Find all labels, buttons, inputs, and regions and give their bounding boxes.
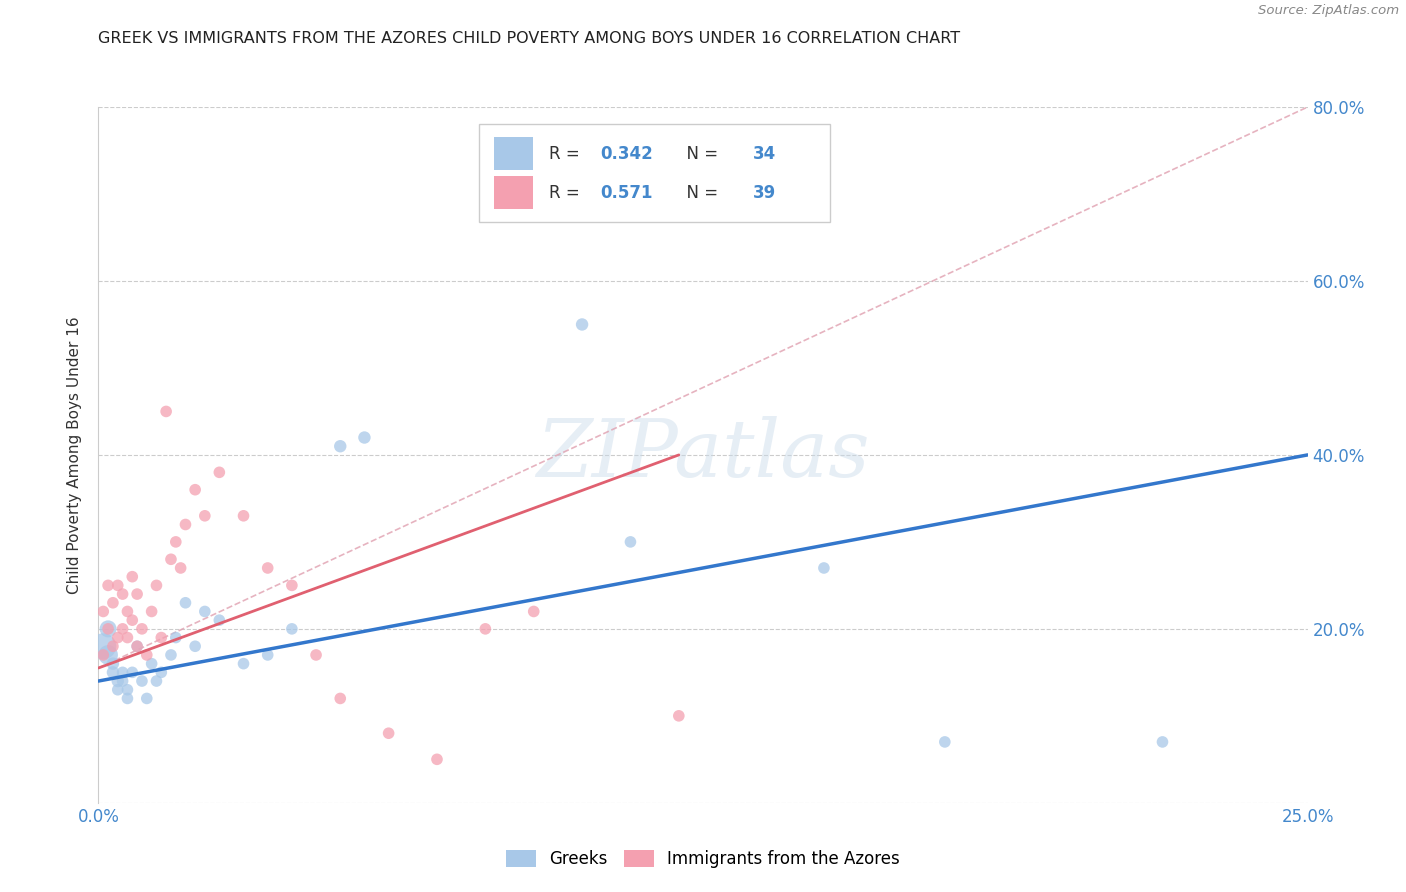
Point — [281, 578, 304, 592]
Legend: Greeks, Immigrants from the Azores: Greeks, Immigrants from the Azores — [499, 843, 907, 875]
Point — [377, 726, 399, 740]
Point — [91, 605, 114, 619]
Point — [101, 665, 124, 680]
Point — [121, 570, 143, 584]
Point — [232, 508, 254, 523]
Point — [97, 578, 120, 592]
Point — [571, 318, 593, 332]
Text: N =: N = — [676, 145, 724, 162]
Point — [329, 691, 352, 706]
Text: ZIPatlas: ZIPatlas — [536, 417, 870, 493]
Point — [174, 517, 197, 532]
Point — [160, 648, 183, 662]
Point — [305, 648, 328, 662]
Point — [91, 648, 114, 662]
Point — [208, 466, 231, 480]
Point — [165, 534, 187, 549]
Point — [101, 596, 124, 610]
Point — [145, 578, 167, 592]
Point — [111, 665, 134, 680]
Point — [1152, 735, 1174, 749]
Point — [117, 631, 139, 645]
Text: Source: ZipAtlas.com: Source: ZipAtlas.com — [1258, 4, 1399, 18]
Point — [523, 605, 546, 619]
Point — [145, 674, 167, 689]
Point — [150, 665, 173, 680]
Text: 39: 39 — [752, 184, 776, 202]
Point — [155, 404, 177, 418]
Bar — [494, 176, 533, 210]
Point — [281, 622, 304, 636]
Point — [127, 639, 149, 653]
Point — [353, 431, 375, 445]
Point — [91, 639, 114, 653]
Point — [121, 665, 143, 680]
Point — [97, 622, 120, 636]
Text: R =: R = — [550, 184, 591, 202]
Point — [117, 605, 139, 619]
Text: 0.342: 0.342 — [600, 145, 652, 162]
Point — [174, 596, 197, 610]
Point — [165, 631, 187, 645]
Point — [101, 657, 124, 671]
Point — [127, 587, 149, 601]
Point — [150, 631, 173, 645]
Point — [131, 674, 153, 689]
Point — [127, 639, 149, 653]
Bar — [494, 137, 533, 170]
Point — [426, 752, 449, 766]
Point — [111, 622, 134, 636]
Point — [107, 578, 129, 592]
Point — [813, 561, 835, 575]
Point — [184, 639, 207, 653]
Point — [135, 691, 157, 706]
Point — [141, 605, 163, 619]
Text: 0.571: 0.571 — [600, 184, 652, 202]
Point — [117, 691, 139, 706]
Text: R =: R = — [550, 145, 585, 162]
Point — [117, 682, 139, 697]
Point — [101, 639, 124, 653]
Point — [107, 674, 129, 689]
Point — [121, 613, 143, 627]
Point — [474, 622, 496, 636]
Point — [194, 605, 217, 619]
Point — [934, 735, 956, 749]
FancyBboxPatch shape — [479, 124, 830, 222]
Point — [97, 622, 120, 636]
Text: GREEK VS IMMIGRANTS FROM THE AZORES CHILD POVERTY AMONG BOYS UNDER 16 CORRELATIO: GREEK VS IMMIGRANTS FROM THE AZORES CHIL… — [98, 31, 960, 46]
Point — [160, 552, 183, 566]
Point — [256, 648, 278, 662]
Point — [111, 674, 134, 689]
Point — [194, 508, 217, 523]
Point — [329, 439, 352, 453]
Text: N =: N = — [676, 184, 724, 202]
Point — [184, 483, 207, 497]
Y-axis label: Child Poverty Among Boys Under 16: Child Poverty Among Boys Under 16 — [67, 316, 83, 594]
Point — [107, 631, 129, 645]
Point — [131, 622, 153, 636]
Point — [97, 648, 120, 662]
Point — [107, 682, 129, 697]
Point — [232, 657, 254, 671]
Point — [141, 657, 163, 671]
Point — [208, 613, 231, 627]
Text: 34: 34 — [752, 145, 776, 162]
Point — [169, 561, 191, 575]
Point — [135, 648, 157, 662]
Point — [111, 587, 134, 601]
Point — [619, 534, 641, 549]
Point — [668, 708, 690, 723]
Point — [256, 561, 278, 575]
